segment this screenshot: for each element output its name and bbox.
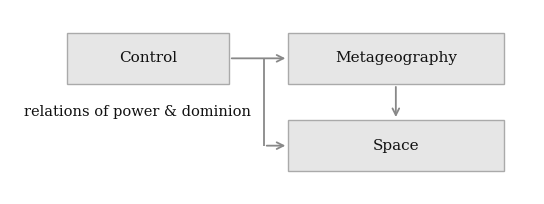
Text: relations of power & dominion: relations of power & dominion [24,105,251,119]
Text: Control: Control [119,51,177,65]
FancyBboxPatch shape [288,33,504,84]
Text: Space: Space [373,139,419,153]
Text: Metageography: Metageography [335,51,457,65]
FancyBboxPatch shape [288,120,504,171]
FancyBboxPatch shape [67,33,229,84]
